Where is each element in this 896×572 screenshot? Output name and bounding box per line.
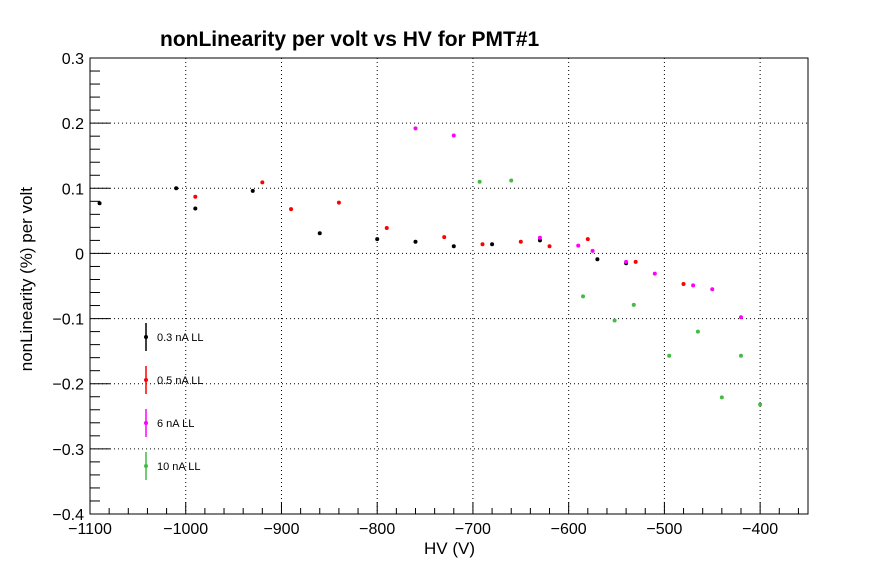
y-tick-label: 0.1: [62, 181, 84, 198]
grid: [89, 57, 808, 515]
data-point: [375, 237, 380, 242]
legend-label: 6 nA LL: [157, 418, 194, 430]
data-point: [695, 329, 700, 334]
data-points: [97, 126, 763, 407]
y-tick-label: 0.3: [62, 51, 84, 68]
data-point: [681, 282, 686, 287]
data-point: [667, 353, 672, 358]
data-point: [413, 126, 418, 131]
data-point: [590, 248, 595, 253]
data-point: [193, 194, 198, 199]
data-point: [384, 226, 389, 231]
x-axis-label: HV (V): [424, 539, 475, 558]
data-point: [547, 244, 552, 249]
data-point: [317, 231, 322, 236]
data-point: [633, 259, 638, 264]
chart-title: nonLinearity per volt vs HV for PMT#1: [160, 28, 540, 51]
y-tick-labels: −0.4 −0.3 −0.2 −0.1 0 0.1 0.2 0.3: [52, 51, 84, 524]
legend-label: 10 nA LL: [157, 461, 200, 473]
data-point: [691, 283, 696, 288]
x-tick-label: −1100: [68, 521, 112, 538]
y-tick-label: 0: [75, 246, 84, 263]
x-tick-label: −400: [742, 521, 778, 538]
data-point: [537, 235, 542, 240]
data-point: [442, 235, 447, 240]
x-tick-labels: −1100 −1000 −900 −800 −700 −600 −500 −400: [68, 521, 778, 538]
x-tick-label: −700: [455, 521, 491, 538]
data-point: [738, 353, 743, 358]
data-point: [451, 133, 456, 138]
data-point: [595, 257, 600, 262]
data-point: [652, 271, 657, 276]
legend-marker: [144, 421, 148, 425]
y-axis-label: nonLinearity (%) per volt: [17, 187, 36, 372]
data-point: [97, 201, 102, 206]
data-point: [509, 178, 514, 183]
legend-marker: [144, 378, 148, 382]
data-point: [758, 402, 763, 407]
data-point: [413, 239, 418, 244]
data-point: [193, 206, 198, 211]
data-point: [174, 186, 179, 191]
legend-label: 0.3 nA LL: [157, 332, 204, 344]
data-point: [477, 179, 482, 184]
legend-marker: [144, 335, 148, 339]
data-point: [480, 242, 485, 247]
plot-frame: [89, 57, 809, 515]
data-point: [260, 180, 265, 185]
x-tick-label: −500: [646, 521, 682, 538]
data-point: [631, 302, 636, 307]
y-tick-label: −0.3: [52, 442, 84, 459]
y-tick-label: −0.2: [52, 377, 84, 394]
data-point: [451, 244, 456, 249]
y-tick-label: −0.4: [52, 507, 84, 524]
data-point: [719, 395, 724, 400]
data-point: [581, 294, 586, 299]
data-point: [289, 207, 294, 212]
data-point: [612, 318, 617, 323]
legend-marker: [144, 464, 148, 468]
data-point: [518, 239, 523, 244]
legend-label: 0.5 nA LL: [157, 375, 204, 387]
y-tick-label: 0.2: [62, 116, 84, 133]
data-point: [738, 315, 743, 320]
y-tick-label: −0.1: [52, 312, 84, 329]
data-point: [710, 287, 715, 292]
x-tick-label: −1000: [163, 521, 208, 538]
data-point: [250, 188, 255, 193]
data-point: [336, 200, 341, 205]
data-point: [624, 259, 629, 264]
data-point: [585, 237, 590, 242]
data-point: [576, 243, 581, 248]
data-point: [490, 242, 495, 247]
x-tick-label: −600: [551, 521, 587, 538]
x-tick-label: −900: [263, 521, 299, 538]
legend: 0.3 nA LL 0.5 nA LL 6 nA LL 10 nA LL: [144, 323, 204, 480]
x-tick-label: −800: [359, 521, 395, 538]
